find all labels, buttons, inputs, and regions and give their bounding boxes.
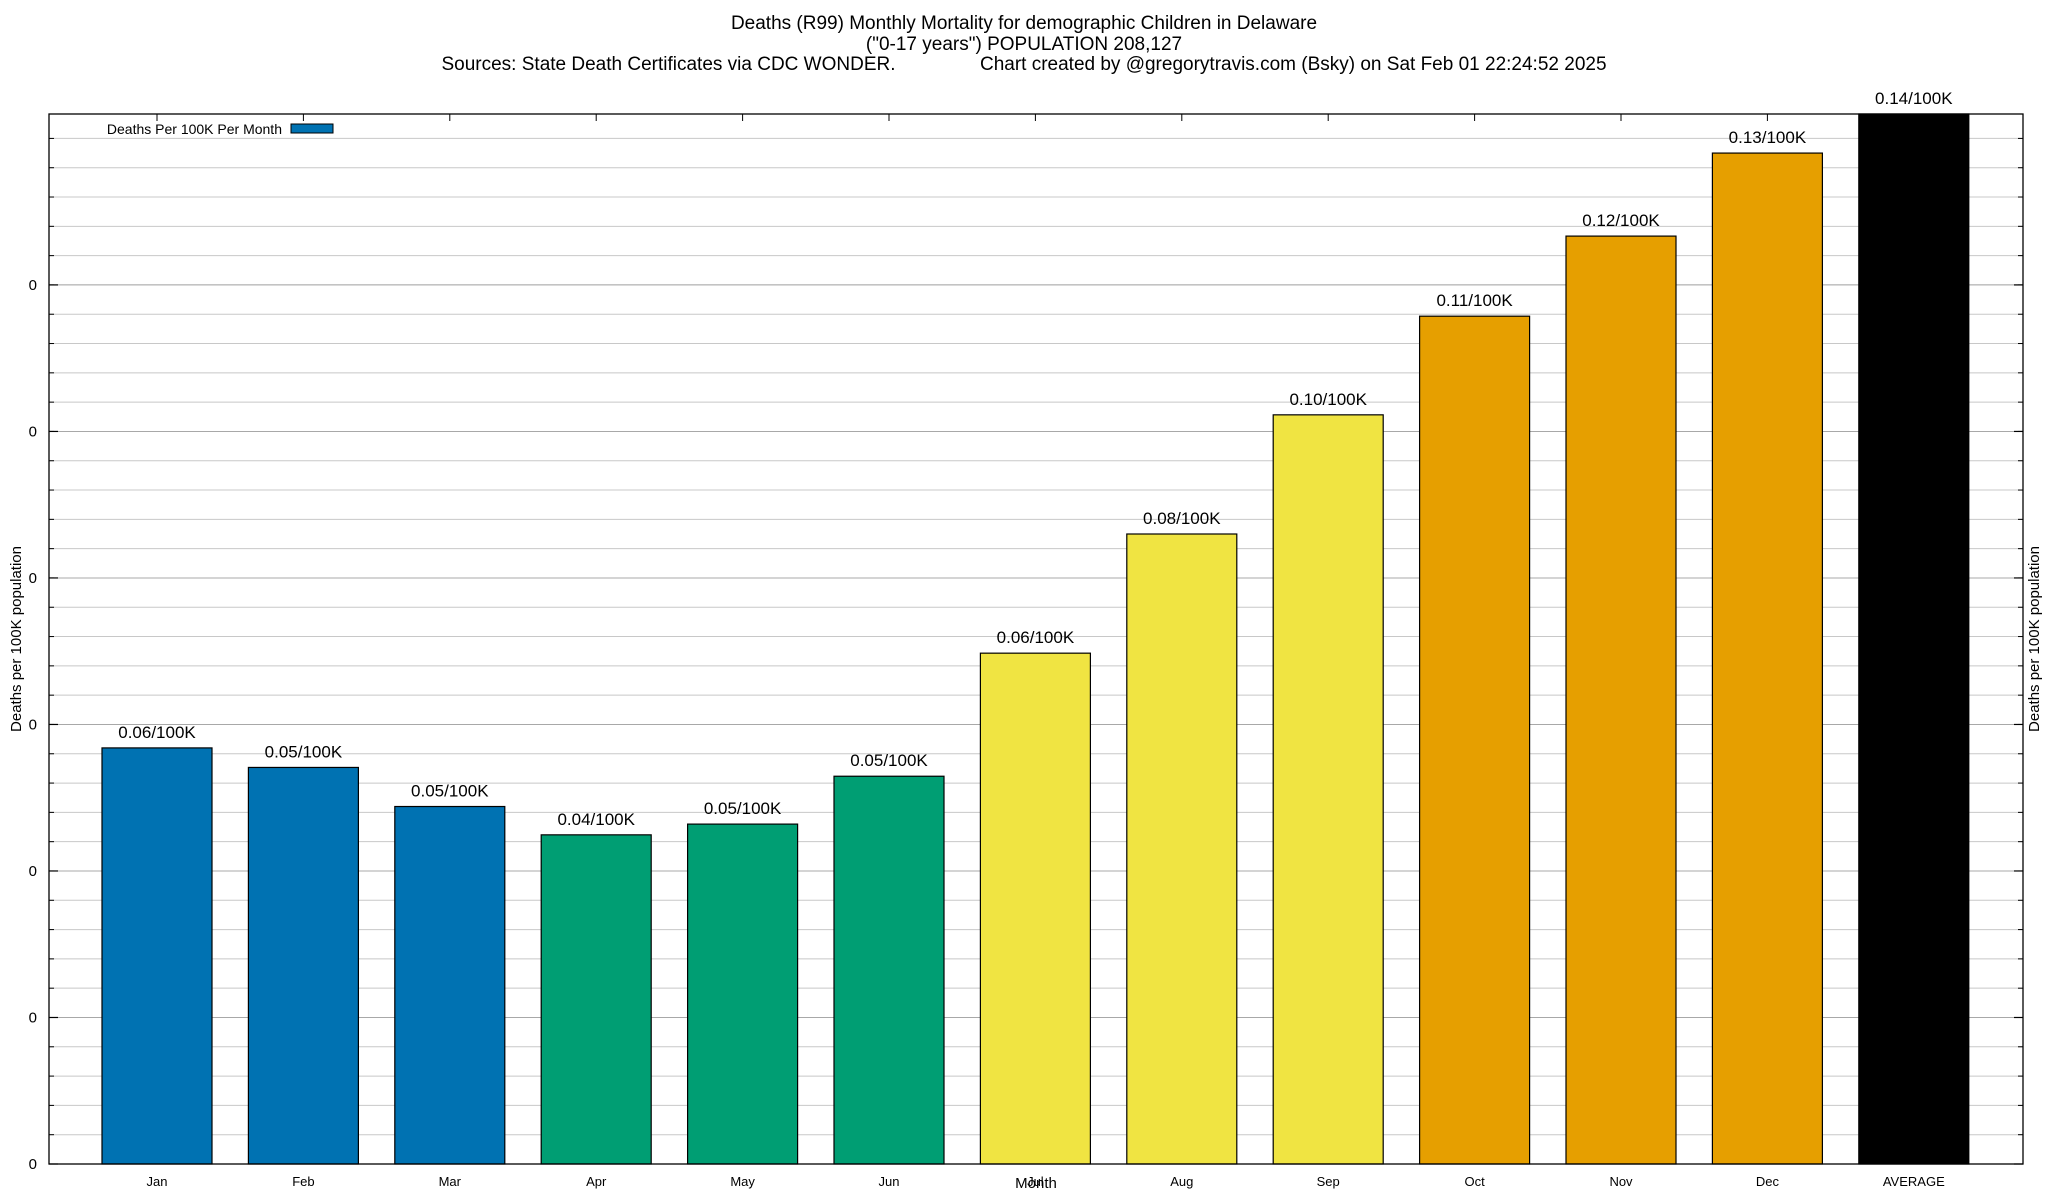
chart-source-credit: Sources: State Death Certificates via CD… bbox=[441, 54, 1607, 75]
data-label: 0.08/100K bbox=[1143, 509, 1221, 528]
chart-subtitle: ("0-17 years") POPULATION 208,127 bbox=[865, 34, 1183, 55]
y-tick-label: 0 bbox=[29, 863, 37, 880]
data-label: 0.05/100K bbox=[265, 742, 343, 761]
data-label: 0.14/100K bbox=[1875, 89, 1953, 108]
x-tick-label: May bbox=[730, 1174, 755, 1189]
data-label: 0.04/100K bbox=[557, 810, 635, 829]
y2-axis-title: Deaths per 100K population bbox=[2026, 546, 2043, 732]
y-tick-label: 0 bbox=[29, 1156, 37, 1173]
y-tick-label: 0 bbox=[29, 716, 37, 733]
data-label: 0.05/100K bbox=[411, 782, 489, 801]
y-tick-label: 0 bbox=[29, 423, 37, 440]
y-axis-title: Deaths per 100K population bbox=[8, 546, 25, 732]
bar-aug bbox=[1126, 533, 1238, 1165]
data-label: 0.06/100K bbox=[997, 628, 1075, 647]
bar-mar bbox=[394, 805, 506, 1165]
x-tick-label: Sep bbox=[1317, 1174, 1340, 1189]
x-tick-label: Jan bbox=[147, 1174, 168, 1189]
x-tick-label: Mar bbox=[439, 1174, 462, 1189]
data-label: 0.10/100K bbox=[1289, 390, 1367, 409]
data-label: 0.06/100K bbox=[118, 723, 196, 742]
plot-frame bbox=[48, 113, 2024, 1165]
x-tick-label: Jun bbox=[879, 1174, 900, 1189]
bar-apr bbox=[540, 834, 652, 1165]
chart-title: Deaths (R99) Monthly Mortality for demog… bbox=[730, 13, 1318, 34]
bar-jan bbox=[101, 747, 213, 1165]
data-label: 0.05/100K bbox=[850, 751, 928, 770]
bar-nov bbox=[1565, 235, 1677, 1165]
y-tick-label: 0 bbox=[29, 1009, 37, 1026]
x-tick-label: Nov bbox=[1609, 1174, 1633, 1189]
axis-ticks bbox=[49, 114, 2023, 1165]
bar-jul bbox=[979, 652, 1092, 1165]
x-tick-label: Jul bbox=[1027, 1174, 1044, 1189]
bar-feb bbox=[247, 766, 359, 1165]
bars bbox=[101, 113, 1970, 1165]
x-axis-title: Month bbox=[1015, 1175, 1057, 1192]
bar-oct bbox=[1418, 315, 1531, 1165]
legend-swatch bbox=[290, 123, 334, 134]
bar-sep bbox=[1272, 414, 1384, 1165]
data-label: 0.11/100K bbox=[1436, 291, 1513, 310]
y-tick-label: 0 bbox=[29, 277, 37, 294]
y-tick-label: 0 bbox=[29, 570, 37, 587]
axis-labels: 0 0 0 0 0 0 0 0.06/100K Jan 0.05/100K Feb 0.05/100K… bbox=[29, 89, 1954, 1189]
x-tick-label: Dec bbox=[1756, 1174, 1780, 1189]
x-tick-label: Aug bbox=[1170, 1174, 1193, 1189]
data-label: 0.13/100K bbox=[1729, 128, 1807, 147]
x-tick-label: Oct bbox=[1464, 1174, 1485, 1189]
bar-average bbox=[1858, 113, 1970, 1165]
x-tick-label: Feb bbox=[292, 1174, 314, 1189]
x-tick-label: Apr bbox=[586, 1174, 607, 1189]
legend: Deaths Per 100K Per Month bbox=[107, 121, 334, 137]
bar-may bbox=[686, 823, 799, 1165]
bar-jun bbox=[833, 775, 945, 1165]
data-label: 0.05/100K bbox=[704, 799, 782, 818]
bar-dec bbox=[1711, 152, 1824, 1165]
x-tick-label: AVERAGE bbox=[1883, 1174, 1945, 1189]
data-label: 0.12/100K bbox=[1582, 211, 1660, 230]
legend-label: Deaths Per 100K Per Month bbox=[107, 121, 282, 137]
